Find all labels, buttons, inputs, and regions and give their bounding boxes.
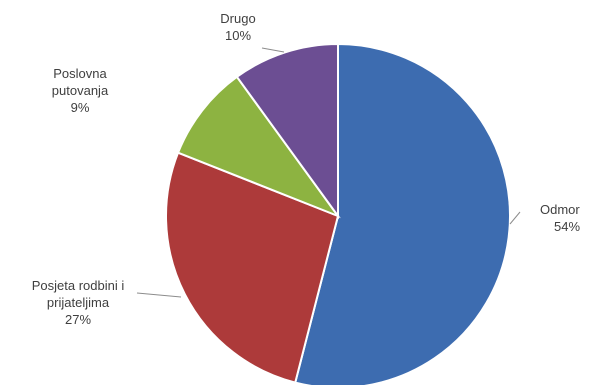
slice-value-label: 9%: [71, 100, 90, 115]
slice-label-1: Odmor 54%: [540, 202, 580, 234]
pie-slice-3: [176, 75, 341, 219]
leader-line-4: [261, 47, 285, 53]
label-leader-lines: [136, 47, 521, 298]
slice-name-label: prijateljima: [47, 295, 110, 310]
slice-name-label: Drugo: [220, 11, 255, 26]
pie-slices: [165, 42, 512, 385]
slice-value-label: 10%: [225, 28, 251, 43]
slice-name-label: Odmor: [540, 202, 580, 217]
slice-value-label: 54%: [554, 219, 580, 234]
slice-labels: Odmor 54% Posjeta rodbini i prijateljima 27%…: [32, 11, 581, 327]
pie-slice-1: [294, 42, 512, 385]
slice-name-label: Poslovna: [53, 66, 107, 81]
slice-label-4: Drugo 10%: [220, 11, 255, 43]
slice-name-label: Posjeta rodbini i: [32, 278, 125, 293]
leader-line-2: [136, 292, 182, 298]
leader-line-1: [509, 211, 521, 225]
slice-label-3: Poslovna putovanja 9%: [52, 66, 109, 115]
pie-slice-2: [165, 151, 340, 384]
pie-slice-4: [235, 42, 339, 220]
slice-value-label: 27%: [65, 312, 91, 327]
slice-label-2: Posjeta rodbini i prijateljima 27%: [32, 278, 125, 327]
slice-name-label: putovanja: [52, 83, 109, 98]
